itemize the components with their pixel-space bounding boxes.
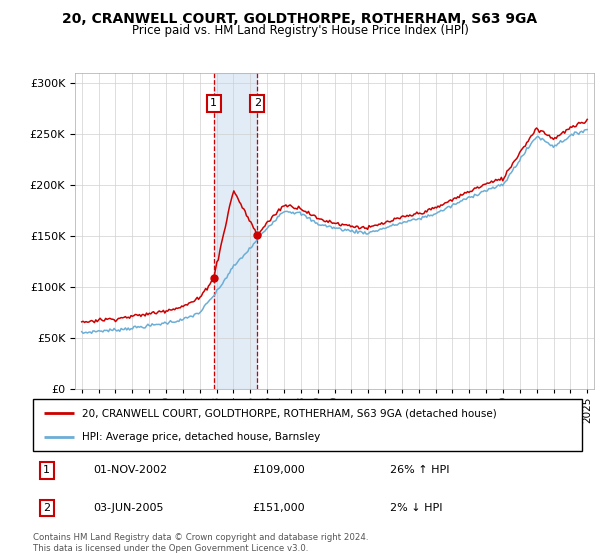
Text: £109,000: £109,000 [253,465,305,475]
Text: 1: 1 [210,99,217,109]
Text: 03-JUN-2005: 03-JUN-2005 [94,503,164,513]
Text: 01-NOV-2002: 01-NOV-2002 [94,465,167,475]
Text: 2: 2 [254,99,261,109]
Text: 2: 2 [43,503,50,513]
Text: 20, CRANWELL COURT, GOLDTHORPE, ROTHERHAM, S63 9GA (detached house): 20, CRANWELL COURT, GOLDTHORPE, ROTHERHA… [82,408,497,418]
Text: 26% ↑ HPI: 26% ↑ HPI [390,465,449,475]
Text: HPI: Average price, detached house, Barnsley: HPI: Average price, detached house, Barn… [82,432,320,442]
Text: Contains HM Land Registry data © Crown copyright and database right 2024.
This d: Contains HM Land Registry data © Crown c… [33,533,368,553]
Text: 1: 1 [43,465,50,475]
Text: Price paid vs. HM Land Registry's House Price Index (HPI): Price paid vs. HM Land Registry's House … [131,24,469,36]
Text: 20, CRANWELL COURT, GOLDTHORPE, ROTHERHAM, S63 9GA: 20, CRANWELL COURT, GOLDTHORPE, ROTHERHA… [62,12,538,26]
Bar [214,73,257,389]
Text: £151,000: £151,000 [253,503,305,513]
Text: 2% ↓ HPI: 2% ↓ HPI [390,503,442,513]
